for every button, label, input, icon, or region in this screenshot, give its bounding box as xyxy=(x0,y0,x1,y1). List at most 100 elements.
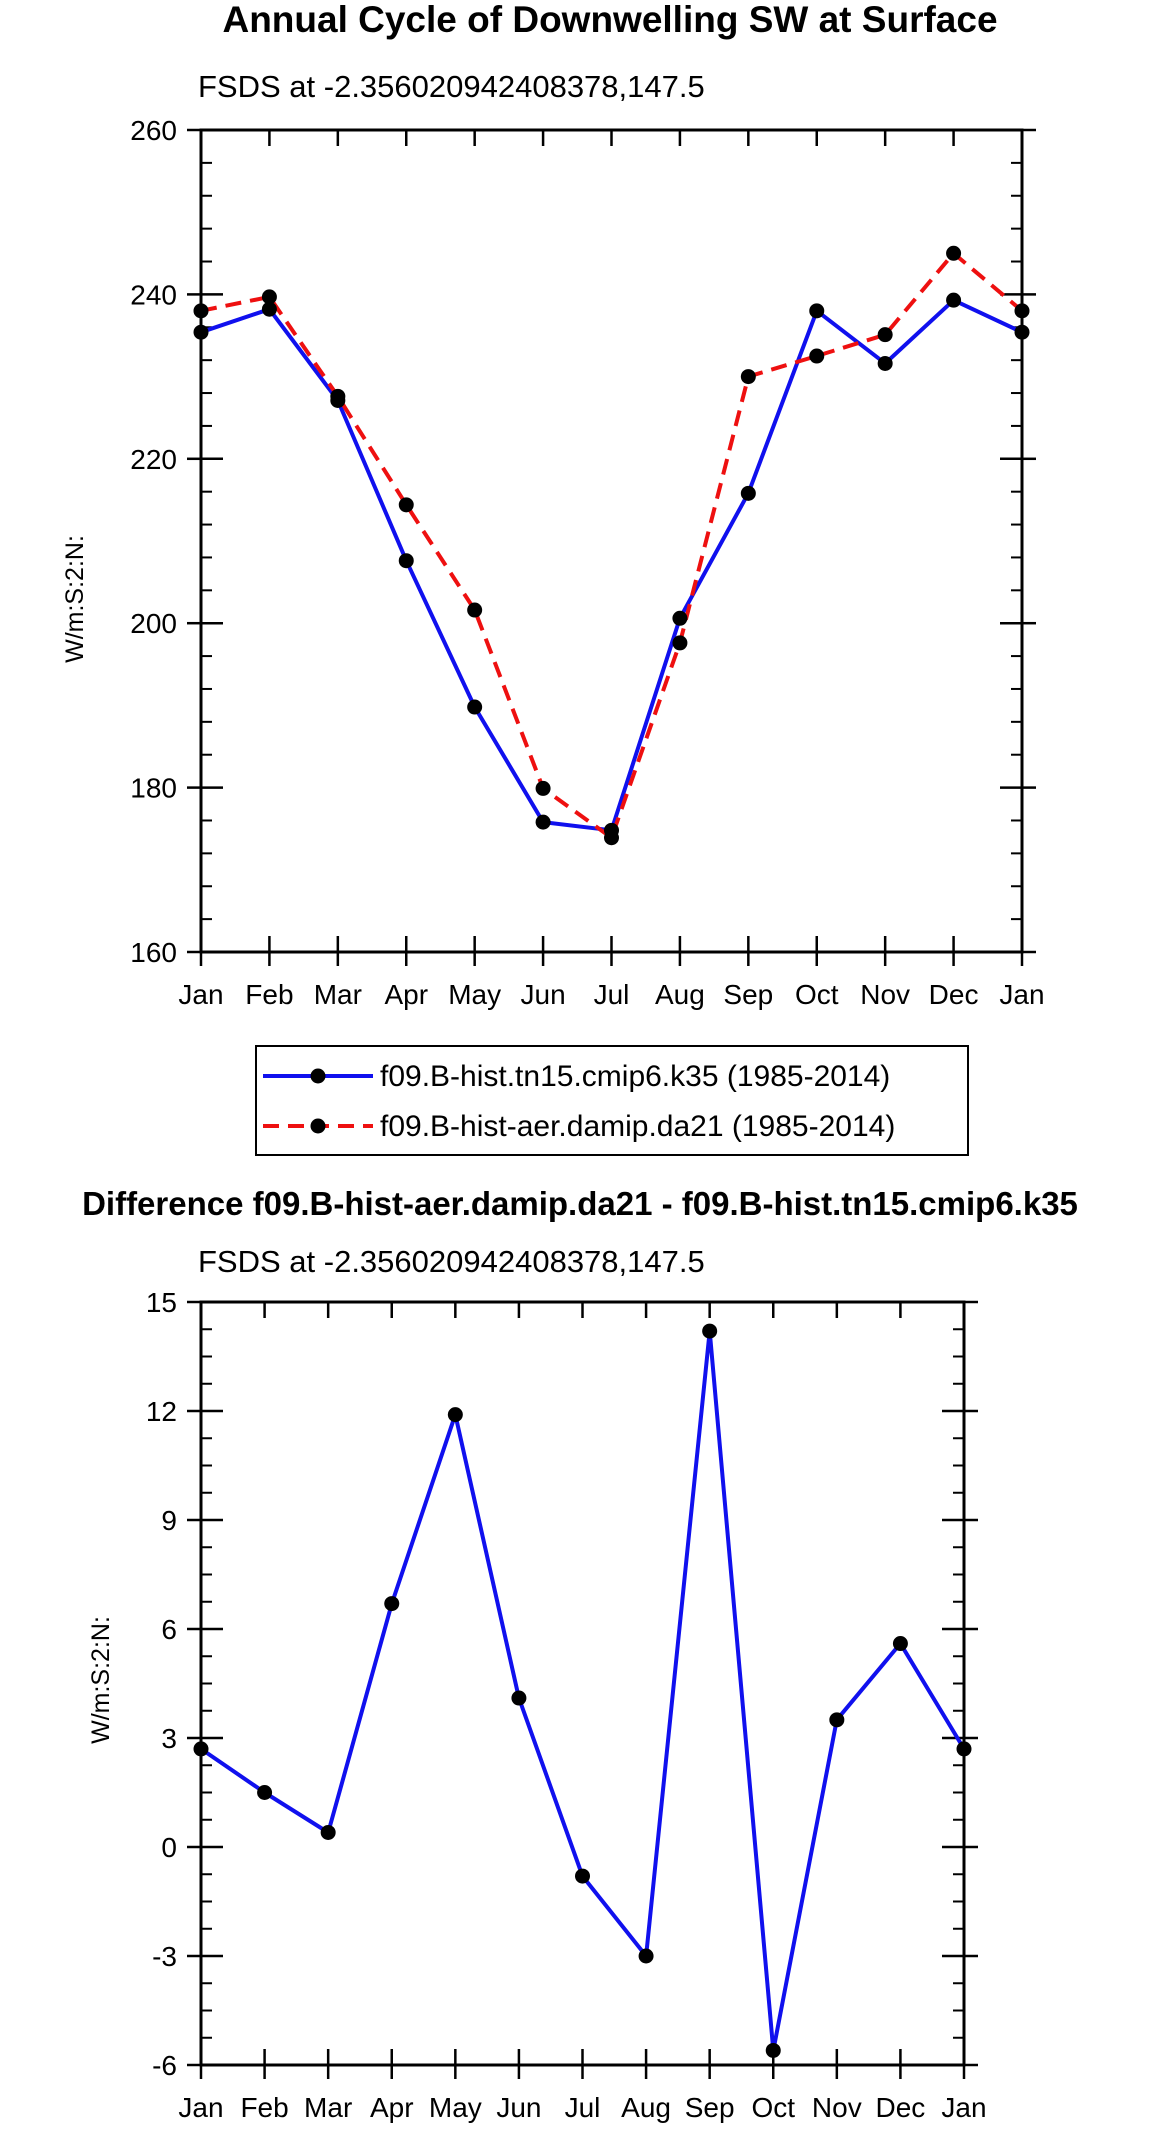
bottom-data-point-control xyxy=(447,1407,463,1423)
top-data-point-control xyxy=(877,355,893,371)
bottom-data-point-control xyxy=(320,1824,336,1840)
top-data-point-experiment xyxy=(809,348,825,364)
top-y-axis-label: W/m:S:2:N: xyxy=(61,535,89,663)
top-x-tick-label: Jan xyxy=(178,979,223,1010)
bottom-x-tick-label: Sep xyxy=(685,2092,735,2123)
bottom-y-tick-label: 6 xyxy=(161,1614,177,1645)
top-series-line-control xyxy=(200,298,1023,833)
legend-label-experiment: f09.B-hist-aer.damip.da21 (1985-2014) xyxy=(380,1110,895,1143)
bottom-x-tick-labels: Jan Feb Mar Apr May Jun Jul Aug Sep Oct Nov Dec Jan xyxy=(178,2092,986,2123)
top-data-point-experiment xyxy=(946,245,962,261)
top-y-tick-label: 260 xyxy=(130,115,177,146)
bottom-x-tick-label: Jan xyxy=(941,2092,986,2123)
bottom-y-tick-label: 3 xyxy=(161,1723,177,1754)
top-x-tick-label: Jul xyxy=(594,979,630,1010)
bottom-y-axis-label: W/m:S:2:N: xyxy=(87,1616,115,1744)
top-x-tick-label: Apr xyxy=(384,979,428,1010)
top-x-tick-label: Nov xyxy=(860,979,910,1010)
top-data-point-experiment xyxy=(604,830,619,846)
bottom-y-tick-label: 9 xyxy=(161,1505,177,1536)
bottom-x-tick-label: Mar xyxy=(304,2092,352,2123)
bottom-y-tick-label: 15 xyxy=(146,1287,177,1318)
top-data-point-control xyxy=(261,301,277,317)
top-data-point-experiment xyxy=(877,327,893,343)
bottom-x-tick-marks xyxy=(199,1302,966,2079)
bottom-data-point-control xyxy=(638,1948,654,1964)
bottom-y-tick-labels: -6 -3 0 3 6 9 12 15 xyxy=(146,1287,177,2081)
top-series-group xyxy=(193,245,1030,846)
bottom-y-tick-marks xyxy=(187,1300,978,2067)
bottom-x-tick-label: Nov xyxy=(812,2092,862,2123)
bottom-panel: Difference f09.B-hist-aer.damip.da21 - f… xyxy=(82,1185,1078,2123)
top-y-tick-label: 200 xyxy=(130,608,177,639)
top-chart-subtitle: FSDS at -2.356020942408378,147.5 xyxy=(198,69,705,104)
top-data-point-experiment xyxy=(535,780,551,796)
top-series-line-experiment xyxy=(200,251,1024,840)
legend-label-control: f09.B-hist.tn15.cmip6.k35 (1985-2014) xyxy=(380,1060,890,1093)
top-panel: Annual Cycle of Downwelling SW at Surfac… xyxy=(61,0,1045,1156)
top-legend: f09.B-hist.tn15.cmip6.k35 (1985-2014) f0… xyxy=(255,1045,969,1156)
top-data-point-experiment xyxy=(672,635,688,651)
bottom-series-group xyxy=(193,1323,972,2058)
bottom-x-tick-label: Jul xyxy=(565,2092,601,2123)
bottom-chart-title: Difference f09.B-hist-aer.damip.da21 - f… xyxy=(82,1185,1078,1222)
top-data-point-experiment xyxy=(261,289,277,305)
bottom-data-point-control xyxy=(257,1785,273,1800)
bottom-y-tick-label: -6 xyxy=(152,2050,177,2081)
bottom-y-tick-label: -3 xyxy=(152,1941,177,1972)
top-x-tick-label: Aug xyxy=(655,979,705,1010)
bottom-y-tick-label: 12 xyxy=(146,1396,177,1427)
top-data-point-control xyxy=(740,485,756,501)
top-x-tick-label: Jun xyxy=(521,979,566,1010)
bottom-data-point-control xyxy=(575,1868,590,1884)
bottom-data-point-control xyxy=(829,1712,845,1728)
top-data-point-experiment xyxy=(330,388,346,404)
top-x-tick-label: May xyxy=(448,979,501,1010)
top-x-tick-label: Mar xyxy=(314,979,362,1010)
bottom-x-tick-label: Aug xyxy=(621,2092,671,2123)
legend-marker-experiment xyxy=(310,1118,326,1134)
top-data-point-control xyxy=(398,553,414,569)
top-chart-title: Annual Cycle of Downwelling SW at Surfac… xyxy=(222,0,997,40)
top-data-point-control xyxy=(535,814,551,830)
bottom-data-point-control xyxy=(765,2042,781,2058)
bottom-x-tick-label: Oct xyxy=(751,2092,795,2123)
bottom-data-point-control xyxy=(511,1690,527,1706)
top-y-tick-label: 240 xyxy=(130,279,177,310)
bottom-data-point-control xyxy=(892,1636,908,1652)
legend-marker-control xyxy=(310,1068,326,1084)
bottom-x-tick-label: Dec xyxy=(876,2092,926,2123)
top-x-tick-label: Jan xyxy=(999,979,1044,1010)
bottom-data-point-control xyxy=(702,1323,718,1339)
bottom-x-tick-label: Jun xyxy=(496,2092,541,2123)
top-data-point-experiment xyxy=(398,497,414,513)
bottom-plot-frame xyxy=(199,1300,966,2067)
bottom-data-point-control xyxy=(384,1596,400,1612)
top-x-tick-label: Sep xyxy=(723,979,773,1010)
top-data-point-control xyxy=(809,303,825,319)
bottom-x-tick-label: Feb xyxy=(240,2092,288,2123)
top-data-point-control xyxy=(467,699,483,715)
bottom-x-tick-label: May xyxy=(429,2092,482,2123)
top-y-tick-label: 160 xyxy=(130,937,177,968)
top-x-tick-label: Oct xyxy=(795,979,839,1010)
top-y-tick-label: 220 xyxy=(130,444,177,475)
top-plot-frame xyxy=(199,128,1024,954)
top-data-point-experiment xyxy=(467,602,483,618)
top-x-tick-labels: Jan Feb Mar Apr May Jun Jul Aug Sep Oct Nov Dec Jan xyxy=(178,979,1044,1010)
top-x-tick-label: Feb xyxy=(245,979,293,1010)
bottom-x-tick-label: Apr xyxy=(370,2092,414,2123)
top-data-point-control xyxy=(672,610,688,626)
top-y-tick-labels: 160 180 200 220 240 260 xyxy=(130,115,177,968)
bottom-x-tick-label: Jan xyxy=(178,2092,223,2123)
bottom-chart-subtitle: FSDS at -2.356020942408378,147.5 xyxy=(198,1244,705,1279)
top-y-tick-marks xyxy=(187,128,1036,954)
top-y-tick-label: 180 xyxy=(130,773,177,804)
legend-box xyxy=(255,1045,969,1156)
bottom-y-tick-label: 0 xyxy=(161,1832,177,1863)
top-x-tick-label: Dec xyxy=(929,979,979,1010)
bottom-series-line-control xyxy=(199,1329,966,2053)
top-data-point-experiment xyxy=(740,369,756,385)
top-data-point-control xyxy=(946,292,962,308)
